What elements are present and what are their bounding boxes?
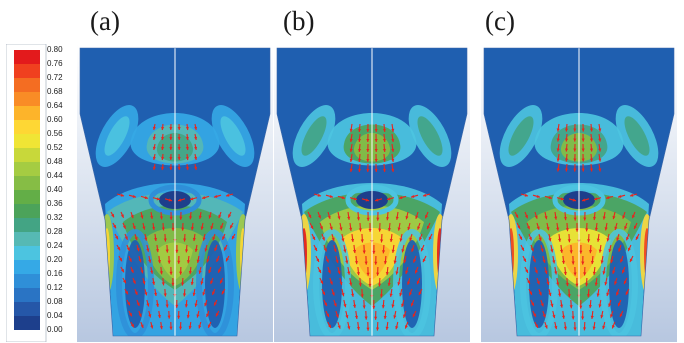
colorbar-tick-label: 0.72: [47, 73, 63, 82]
colorbar-swatch: [14, 78, 40, 92]
velocity-contour-b: [274, 44, 470, 342]
colorbar-tick-label: 0.60: [47, 115, 63, 124]
velocity-vectors: [307, 123, 433, 331]
colorbar-swatch: [14, 260, 40, 274]
colorbar-tick-label: 0.08: [47, 297, 63, 306]
velocity-contour-c: [481, 44, 677, 342]
colorbar-swatch: [14, 274, 40, 288]
colorbar-swatch: [14, 204, 40, 218]
velocity-vectors: [110, 123, 236, 330]
colorbar-swatches: [6, 44, 47, 342]
colorbar-tick-label: 0.64: [47, 101, 63, 110]
flow-domain: [484, 48, 674, 336]
colorbar-tick-label: 0.24: [47, 241, 63, 250]
colorbar-tick-label: 0.68: [47, 87, 63, 96]
panel-c: [481, 44, 677, 342]
panel-label-b: (b): [283, 6, 315, 36]
colorbar-tick-label: 0.12: [47, 283, 63, 292]
colorbar-swatch: [14, 64, 40, 78]
colorbar-tick-label: 0.04: [47, 311, 63, 320]
colorbar-swatch: [14, 316, 40, 330]
colorbar-swatch: [14, 162, 40, 176]
colorbar-tick-label: 0.40: [47, 185, 63, 194]
colorbar-swatch: [14, 190, 40, 204]
panel-b: [274, 44, 470, 342]
panel-a: [77, 44, 273, 342]
colorbar-swatch: [14, 106, 40, 120]
velocity-vectors: [514, 123, 640, 331]
colorbar-tick-label: 0.00: [47, 325, 63, 334]
colorbar-swatch: [14, 148, 40, 162]
colorbar-swatch: [14, 218, 40, 232]
colorbar: 0.80 0.76 0.72 0.68 0.64 0.60 0.56 0.52 0.48 0.44…: [6, 44, 68, 342]
colorbar-tick-label: 0.44: [47, 171, 63, 180]
colorbar-swatch: [14, 176, 40, 190]
colorbar-swatch: [14, 50, 40, 64]
colorbar-swatch: [14, 302, 40, 316]
panel-label-a: (a): [90, 6, 120, 36]
colorbar-tick-label: 0.16: [47, 269, 63, 278]
colorbar-tick-label: 0.56: [47, 129, 63, 138]
colorbar-swatch: [14, 288, 40, 302]
colorbar-tick-label: 0.80: [47, 45, 63, 54]
colorbar-tick-label: 0.20: [47, 255, 63, 264]
colorbar-tick-label: 0.52: [47, 143, 63, 152]
colorbar-tick-label: 0.32: [47, 213, 63, 222]
colorbar-swatch: [14, 134, 40, 148]
velocity-contour-a: [77, 44, 273, 342]
colorbar-tick-label: 0.36: [47, 199, 63, 208]
colorbar-swatch: [14, 232, 40, 246]
colorbar-tick-label: 0.28: [47, 227, 63, 236]
colorbar-tick-label: 0.76: [47, 59, 63, 68]
panel-label-c: (c): [485, 6, 515, 36]
colorbar-swatch: [14, 92, 40, 106]
colorbar-tick-label: 0.48: [47, 157, 63, 166]
colorbar-swatch: [14, 120, 40, 134]
colorbar-swatch: [14, 246, 40, 260]
